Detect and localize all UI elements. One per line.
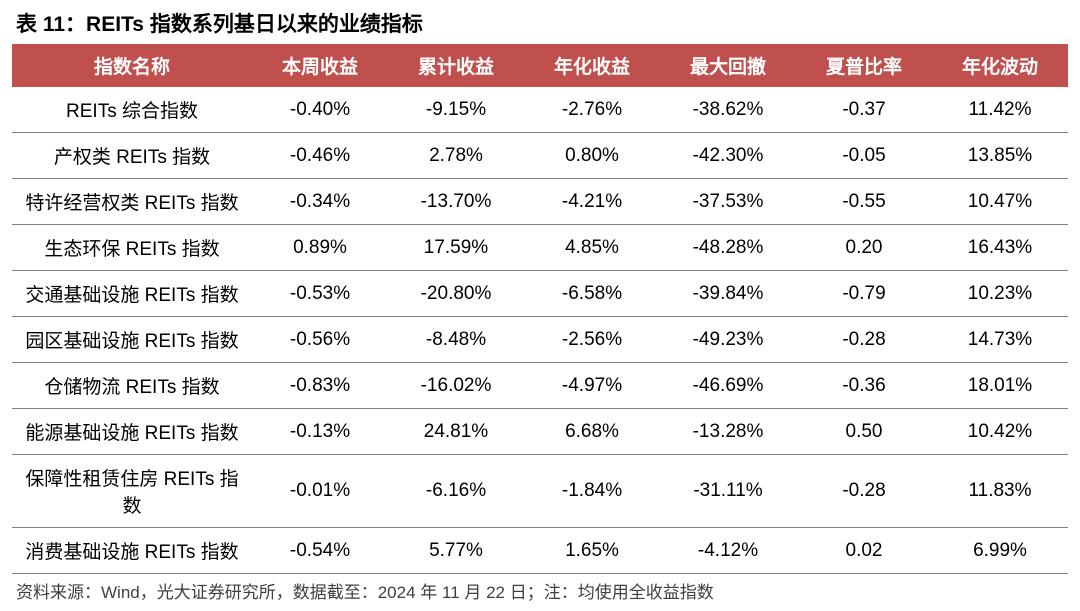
- table-row: 生态环保 REITs 指数0.89%17.59%4.85%-48.28%0.20…: [12, 225, 1068, 271]
- table-cell: 11.83%: [932, 455, 1068, 528]
- col-header: 指数名称: [12, 44, 252, 87]
- table-cell: -16.02%: [388, 363, 524, 409]
- table-cell: -0.28: [796, 455, 932, 528]
- table-cell: 产权类 REITs 指数: [12, 133, 252, 179]
- table-cell: -0.37: [796, 87, 932, 133]
- table-cell: -4.12%: [660, 528, 796, 574]
- table-row: 交通基础设施 REITs 指数-0.53%-20.80%-6.58%-39.84…: [12, 271, 1068, 317]
- table-cell: 16.43%: [932, 225, 1068, 271]
- table-cell: REITs 综合指数: [12, 87, 252, 133]
- table-cell: 18.01%: [932, 363, 1068, 409]
- table-cell: -4.21%: [524, 179, 660, 225]
- table-body: REITs 综合指数-0.40%-9.15%-2.76%-38.62%-0.37…: [12, 87, 1068, 574]
- table-cell: 6.99%: [932, 528, 1068, 574]
- table-cell: 17.59%: [388, 225, 524, 271]
- table-cell: 6.68%: [524, 409, 660, 455]
- table-cell: 特许经营权类 REITs 指数: [12, 179, 252, 225]
- table-cell: 10.42%: [932, 409, 1068, 455]
- table-cell: -20.80%: [388, 271, 524, 317]
- table-cell: -13.28%: [660, 409, 796, 455]
- table-cell: 10.47%: [932, 179, 1068, 225]
- table-row: 园区基础设施 REITs 指数-0.56%-8.48%-2.56%-49.23%…: [12, 317, 1068, 363]
- table-cell: 2.78%: [388, 133, 524, 179]
- table-cell: -4.97%: [524, 363, 660, 409]
- source-footnote: 资料来源：Wind，光大证券研究所，数据截至：2024 年 11 月 22 日；…: [16, 578, 1068, 603]
- table-row: 消费基础设施 REITs 指数-0.54%5.77%1.65%-4.12%0.0…: [12, 528, 1068, 574]
- col-header: 年化收益: [524, 44, 660, 87]
- performance-table: 指数名称 本周收益 累计收益 年化收益 最大回撤 夏普比率 年化波动 REITs…: [12, 44, 1068, 574]
- table-row: REITs 综合指数-0.40%-9.15%-2.76%-38.62%-0.37…: [12, 87, 1068, 133]
- table-cell: -39.84%: [660, 271, 796, 317]
- table-cell: 0.20: [796, 225, 932, 271]
- table-cell: 24.81%: [388, 409, 524, 455]
- table-cell: 交通基础设施 REITs 指数: [12, 271, 252, 317]
- table-cell: 仓储物流 REITs 指数: [12, 363, 252, 409]
- table-cell: -42.30%: [660, 133, 796, 179]
- table-cell: -0.56%: [252, 317, 388, 363]
- table-cell: -49.23%: [660, 317, 796, 363]
- table-cell: 13.85%: [932, 133, 1068, 179]
- table-row: 保障性租赁住房 REITs 指数-0.01%-6.16%-1.84%-31.11…: [12, 455, 1068, 528]
- table-row: 特许经营权类 REITs 指数-0.34%-13.70%-4.21%-37.53…: [12, 179, 1068, 225]
- table-cell: 生态环保 REITs 指数: [12, 225, 252, 271]
- table-cell: -0.79: [796, 271, 932, 317]
- table-row: 产权类 REITs 指数-0.46%2.78%0.80%-42.30%-0.05…: [12, 133, 1068, 179]
- table-cell: -2.56%: [524, 317, 660, 363]
- table-cell: -0.13%: [252, 409, 388, 455]
- table-row: 能源基础设施 REITs 指数-0.13%24.81%6.68%-13.28%0…: [12, 409, 1068, 455]
- col-header: 年化波动: [932, 44, 1068, 87]
- table-cell: -31.11%: [660, 455, 796, 528]
- table-cell: 11.42%: [932, 87, 1068, 133]
- table-cell: -0.46%: [252, 133, 388, 179]
- table-row: 仓储物流 REITs 指数-0.83%-16.02%-4.97%-46.69%-…: [12, 363, 1068, 409]
- table-cell: 4.85%: [524, 225, 660, 271]
- table-cell: -38.62%: [660, 87, 796, 133]
- col-header: 夏普比率: [796, 44, 932, 87]
- table-cell: 消费基础设施 REITs 指数: [12, 528, 252, 574]
- table-cell: -0.28: [796, 317, 932, 363]
- table-cell: -46.69%: [660, 363, 796, 409]
- table-cell: -0.83%: [252, 363, 388, 409]
- table-cell: -6.58%: [524, 271, 660, 317]
- table-cell: 园区基础设施 REITs 指数: [12, 317, 252, 363]
- table-cell: 1.65%: [524, 528, 660, 574]
- table-cell: 0.50: [796, 409, 932, 455]
- table-cell: -0.40%: [252, 87, 388, 133]
- table-cell: 10.23%: [932, 271, 1068, 317]
- col-header: 最大回撤: [660, 44, 796, 87]
- table-cell: -0.55: [796, 179, 932, 225]
- col-header: 累计收益: [388, 44, 524, 87]
- table-cell: 14.73%: [932, 317, 1068, 363]
- table-cell: 0.89%: [252, 225, 388, 271]
- table-cell: 0.80%: [524, 133, 660, 179]
- table-cell: -9.15%: [388, 87, 524, 133]
- table-cell: -13.70%: [388, 179, 524, 225]
- table-cell: -48.28%: [660, 225, 796, 271]
- table-cell: -0.34%: [252, 179, 388, 225]
- table-cell: 5.77%: [388, 528, 524, 574]
- table-cell: -0.05: [796, 133, 932, 179]
- col-header: 本周收益: [252, 44, 388, 87]
- table-cell: -1.84%: [524, 455, 660, 528]
- table-cell: -2.76%: [524, 87, 660, 133]
- table-cell: -0.36: [796, 363, 932, 409]
- table-cell: -0.53%: [252, 271, 388, 317]
- table-cell: -8.48%: [388, 317, 524, 363]
- table-cell: -37.53%: [660, 179, 796, 225]
- table-title: 表 11：REITs 指数系列基日以来的业绩指标: [16, 8, 1068, 38]
- table-cell: 0.02: [796, 528, 932, 574]
- table-cell: 保障性租赁住房 REITs 指数: [12, 455, 252, 528]
- table-cell: 能源基础设施 REITs 指数: [12, 409, 252, 455]
- table-cell: -0.01%: [252, 455, 388, 528]
- table-header-row: 指数名称 本周收益 累计收益 年化收益 最大回撤 夏普比率 年化波动: [12, 44, 1068, 87]
- table-cell: -6.16%: [388, 455, 524, 528]
- table-cell: -0.54%: [252, 528, 388, 574]
